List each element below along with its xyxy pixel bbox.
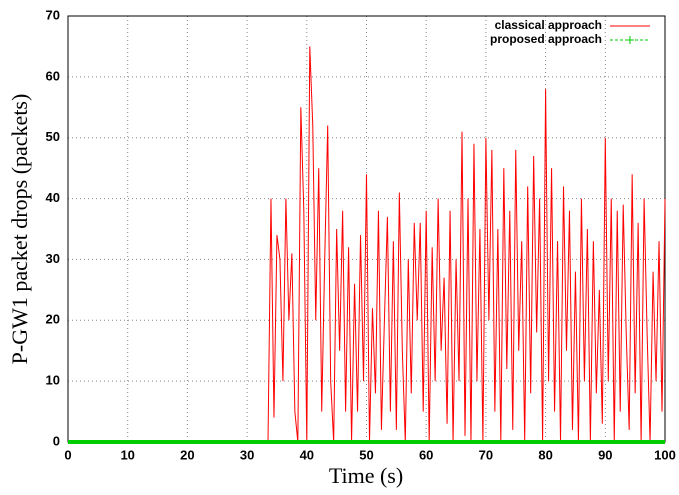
x-tick-label: 80 — [538, 447, 552, 462]
x-tick-label: 90 — [598, 447, 612, 462]
legend-label: proposed approach — [490, 32, 602, 46]
x-axis-label: Time (s) — [329, 463, 403, 488]
y-tick-label: 20 — [46, 312, 60, 327]
x-tick-label: 10 — [120, 447, 134, 462]
y-axis-label: P-GW1 packet drops (packets) — [7, 94, 32, 365]
y-tick-label: 60 — [46, 68, 60, 83]
y-tick-label: 10 — [46, 373, 60, 388]
x-tick-label: 70 — [479, 447, 493, 462]
x-tick-label: 40 — [300, 447, 314, 462]
y-tick-label: 0 — [53, 433, 60, 448]
x-tick-label: 30 — [240, 447, 254, 462]
legend-marker — [626, 36, 634, 44]
x-tick-label: 100 — [654, 447, 676, 462]
x-tick-label: 50 — [359, 447, 373, 462]
x-tick-label: 20 — [180, 447, 194, 462]
x-tick-label: 60 — [419, 447, 433, 462]
y-tick-label: 70 — [46, 7, 60, 22]
y-tick-label: 30 — [46, 251, 60, 266]
y-tick-label: 40 — [46, 190, 60, 205]
data-line — [68, 46, 666, 443]
legend-label: classical approach — [495, 18, 602, 32]
y-tick-label: 50 — [46, 129, 60, 144]
x-tick-label: 0 — [64, 447, 71, 462]
